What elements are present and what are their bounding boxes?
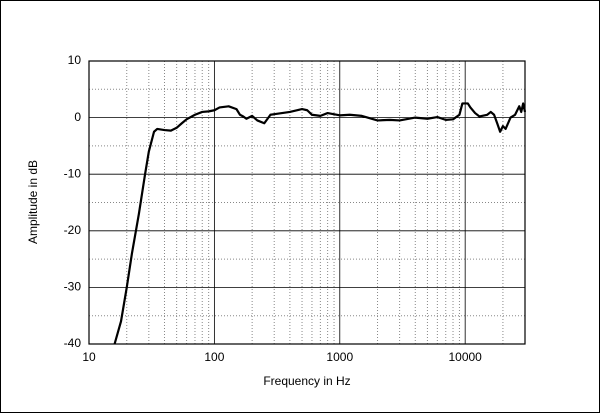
y-tick-label: -40 (64, 336, 82, 350)
x-tick-label: 10000 (448, 350, 482, 364)
y-tick-label: -10 (64, 166, 82, 180)
x-tick-label: 100 (204, 350, 224, 364)
plot-area (88, 60, 526, 345)
y-tick-label: 10 (68, 53, 82, 67)
response-line (113, 102, 527, 345)
y-tick-label: -30 (64, 280, 82, 294)
x-axis-label: Frequency in Hz (263, 374, 350, 388)
x-tick-label: 10 (82, 350, 96, 364)
y-tick-label: 0 (74, 110, 81, 124)
x-tick-label: 1000 (326, 350, 353, 364)
y-tick-label: -20 (64, 223, 82, 237)
y-axis-label: Amplitude in dB (26, 160, 40, 244)
